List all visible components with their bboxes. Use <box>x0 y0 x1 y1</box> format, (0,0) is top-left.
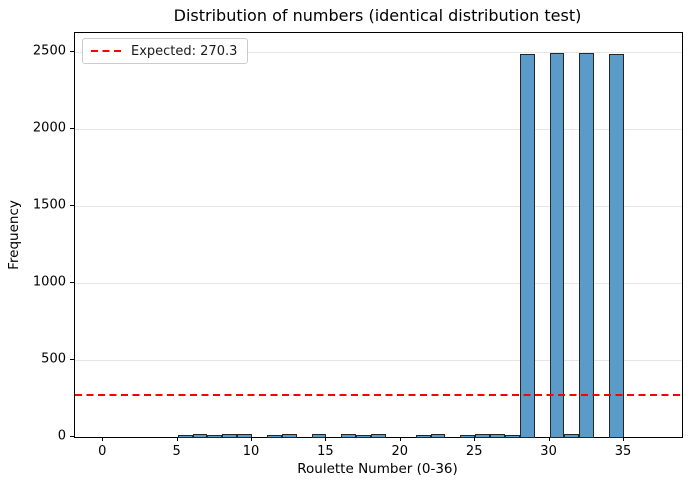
dashed-line-sample-icon <box>91 50 121 52</box>
y-axis-label: Frequency <box>6 200 22 270</box>
histogram-bar <box>475 434 491 438</box>
y-gridline <box>75 205 682 207</box>
x-tick-mark <box>622 437 624 441</box>
y-gridline <box>75 51 682 53</box>
x-tick-mark <box>548 437 550 441</box>
x-tick-label: 10 <box>242 444 260 459</box>
x-tick-mark <box>399 437 401 441</box>
plot-area <box>74 32 683 438</box>
legend: Expected: 270.3 <box>82 38 249 64</box>
y-tick-label: 0 <box>57 428 66 444</box>
x-tick-mark <box>474 437 476 441</box>
histogram-bar <box>237 434 253 438</box>
x-tick-mark <box>176 437 178 441</box>
x-tick-label: 25 <box>465 444 483 459</box>
legend-label: Expected: 270.3 <box>131 43 238 59</box>
histogram-bar <box>609 53 624 438</box>
y-tick-label: 1500 <box>32 197 66 213</box>
histogram-bar <box>177 434 193 438</box>
y-gridline <box>75 359 682 361</box>
histogram-bar <box>564 434 580 438</box>
y-tick-mark <box>70 127 74 129</box>
x-tick-mark <box>325 437 327 441</box>
x-tick-mark <box>102 437 104 441</box>
y-tick-mark <box>70 204 74 206</box>
x-tick-label: 0 <box>98 444 107 459</box>
chart-title: Distribution of numbers (identical distr… <box>173 6 582 25</box>
y-tick-mark <box>70 50 74 52</box>
x-tick-label: 15 <box>317 444 334 459</box>
histogram-bar <box>430 434 446 438</box>
histogram-bar <box>579 52 595 438</box>
histogram-bar <box>490 434 505 438</box>
histogram-bar <box>311 434 327 438</box>
x-tick-label: 20 <box>391 444 409 459</box>
x-axis-label: Roulette Number (0-36) <box>297 461 458 477</box>
y-tick-label: 2000 <box>32 120 66 136</box>
histogram-bar <box>519 53 535 438</box>
histogram-bar <box>341 434 357 438</box>
histogram-bar <box>207 434 223 438</box>
histogram-bar <box>281 434 297 438</box>
x-tick-label: 35 <box>614 444 632 459</box>
y-tick-label: 2500 <box>32 43 66 58</box>
histogram-bar <box>504 434 520 438</box>
y-tick-mark <box>70 358 74 360</box>
expected-value-line <box>75 394 682 397</box>
x-tick-mark <box>251 437 253 441</box>
y-tick-mark <box>70 281 74 283</box>
x-tick-label: 30 <box>540 444 557 459</box>
histogram-bar <box>415 434 431 438</box>
y-tick-label: 500 <box>41 351 66 367</box>
histogram-bar <box>371 434 386 438</box>
histogram-bar <box>266 434 282 438</box>
y-gridline <box>75 128 682 130</box>
y-tick-label: 1000 <box>32 274 66 290</box>
histogram-bar <box>460 434 476 438</box>
y-tick-mark <box>70 436 74 437</box>
histogram-bar <box>222 434 238 438</box>
y-gridline <box>75 282 682 284</box>
x-tick-label: 5 <box>172 444 181 459</box>
histogram-bar <box>549 53 565 438</box>
histogram-bar <box>356 434 372 438</box>
histogram-bar <box>192 434 208 438</box>
